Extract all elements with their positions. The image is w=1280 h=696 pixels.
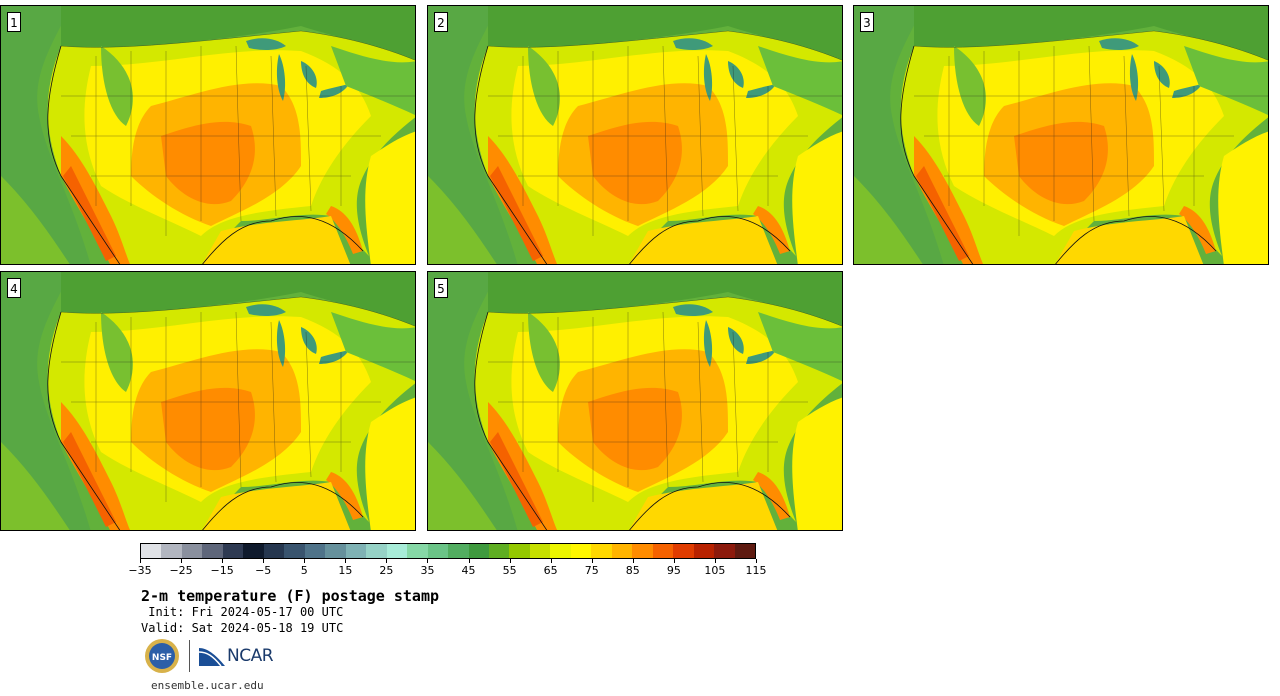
tick-mark bbox=[714, 559, 716, 563]
tick-label: 75 bbox=[584, 564, 599, 577]
tick-label: −35 bbox=[128, 564, 152, 577]
tick-mark bbox=[427, 559, 429, 563]
init-time: Init: Fri 2024-05-17 00 UTC bbox=[141, 605, 344, 619]
colorbar-segment bbox=[488, 544, 510, 558]
tick-label: 55 bbox=[502, 564, 517, 577]
tick-mark bbox=[468, 559, 470, 563]
temperature-map bbox=[1, 6, 415, 264]
colorbar-segment bbox=[345, 544, 367, 558]
valid-time: Valid: Sat 2024-05-18 19 UTC bbox=[141, 621, 344, 635]
colorbar-segment bbox=[304, 544, 326, 558]
colorbar-segment bbox=[386, 544, 408, 558]
colorbar-segment bbox=[550, 544, 571, 558]
panel-number: 1 bbox=[7, 12, 21, 32]
colorbar-segment bbox=[243, 544, 264, 558]
colorbar-segment bbox=[570, 544, 592, 558]
colorbar-segment bbox=[161, 544, 182, 558]
panel-number: 3 bbox=[860, 12, 874, 32]
tick-mark bbox=[345, 559, 347, 563]
colorbar-segment bbox=[448, 544, 469, 558]
colorbar-segment bbox=[673, 544, 694, 558]
colorbar-segment bbox=[407, 544, 428, 558]
tick-label: 65 bbox=[543, 564, 558, 577]
ncar-logo: NCAR bbox=[199, 646, 274, 666]
tick-label: −5 bbox=[255, 564, 272, 577]
tick-label: 5 bbox=[300, 564, 308, 577]
tick-label: 25 bbox=[379, 564, 394, 577]
map-panel-5: 5 bbox=[427, 271, 843, 531]
colorbar-segment bbox=[693, 544, 715, 558]
tick-label: 115 bbox=[745, 564, 767, 577]
colorbar-segment bbox=[611, 544, 633, 558]
map-panel-4: 4 bbox=[0, 271, 416, 531]
map-panel-1: 1 bbox=[0, 5, 416, 265]
ncar-text: NCAR bbox=[227, 646, 274, 666]
tick-label: 45 bbox=[461, 564, 476, 577]
colorbar-segment bbox=[427, 544, 449, 558]
logo-divider bbox=[189, 640, 190, 672]
tick-mark bbox=[591, 559, 593, 563]
temperature-map bbox=[1, 272, 415, 530]
colorbar-segment bbox=[652, 544, 674, 558]
tick-mark bbox=[673, 559, 675, 563]
colorbar-segment bbox=[714, 544, 735, 558]
logo-row: NSF NCAR bbox=[144, 638, 274, 674]
tick-label: 15 bbox=[338, 564, 353, 577]
colorbar-segment bbox=[181, 544, 203, 558]
colorbar-segment bbox=[284, 544, 305, 558]
ncar-mark-icon bbox=[199, 648, 225, 666]
panel-number: 2 bbox=[434, 12, 448, 32]
colorbar-segment bbox=[202, 544, 223, 558]
colorbar-segment bbox=[263, 544, 285, 558]
tick-mark bbox=[386, 559, 388, 563]
tick-label: 85 bbox=[625, 564, 640, 577]
colorbar-segment bbox=[366, 544, 387, 558]
tick-label: 105 bbox=[704, 564, 726, 577]
tick-mark bbox=[222, 559, 224, 563]
tick-label: −25 bbox=[169, 564, 193, 577]
colorbar-segment bbox=[509, 544, 530, 558]
tick-mark bbox=[263, 559, 265, 563]
tick-mark bbox=[140, 559, 141, 563]
temperature-map bbox=[428, 272, 842, 530]
tick-mark bbox=[509, 559, 511, 563]
colorbar-segment bbox=[632, 544, 653, 558]
website-url: ensemble.ucar.edu bbox=[151, 679, 264, 692]
panel-number: 4 bbox=[7, 278, 21, 298]
tick-mark bbox=[304, 559, 306, 563]
colorbar-segment bbox=[734, 544, 756, 558]
tick-mark bbox=[632, 559, 634, 563]
tick-label: −15 bbox=[210, 564, 234, 577]
colorbar-segment bbox=[529, 544, 551, 558]
svg-text:NSF: NSF bbox=[152, 653, 172, 663]
colorbar-segment bbox=[468, 544, 489, 558]
tick-mark bbox=[756, 559, 757, 563]
temperature-map bbox=[854, 6, 1268, 264]
temperature-map bbox=[428, 6, 842, 264]
tick-mark bbox=[181, 559, 183, 563]
map-panel-3: 3 bbox=[853, 5, 1269, 265]
panel-number: 5 bbox=[434, 278, 448, 298]
chart-title: 2-m temperature (F) postage stamp bbox=[141, 587, 440, 605]
map-panel-2: 2 bbox=[427, 5, 843, 265]
colorbar-segment bbox=[141, 544, 162, 558]
nsf-logo-icon: NSF bbox=[145, 639, 179, 673]
colorbar-ticks: −35 −25 −15 −5 5 15 25 35 45 55 65 75 85 95 105 115 bbox=[128, 559, 767, 579]
tick-mark bbox=[550, 559, 552, 563]
colorbar-segment bbox=[591, 544, 612, 558]
colorbar-segment bbox=[325, 544, 346, 558]
colorbar-segment bbox=[222, 544, 244, 558]
tick-label: 35 bbox=[420, 564, 435, 577]
tick-label: 95 bbox=[666, 564, 681, 577]
temperature-colorbar bbox=[140, 543, 756, 559]
